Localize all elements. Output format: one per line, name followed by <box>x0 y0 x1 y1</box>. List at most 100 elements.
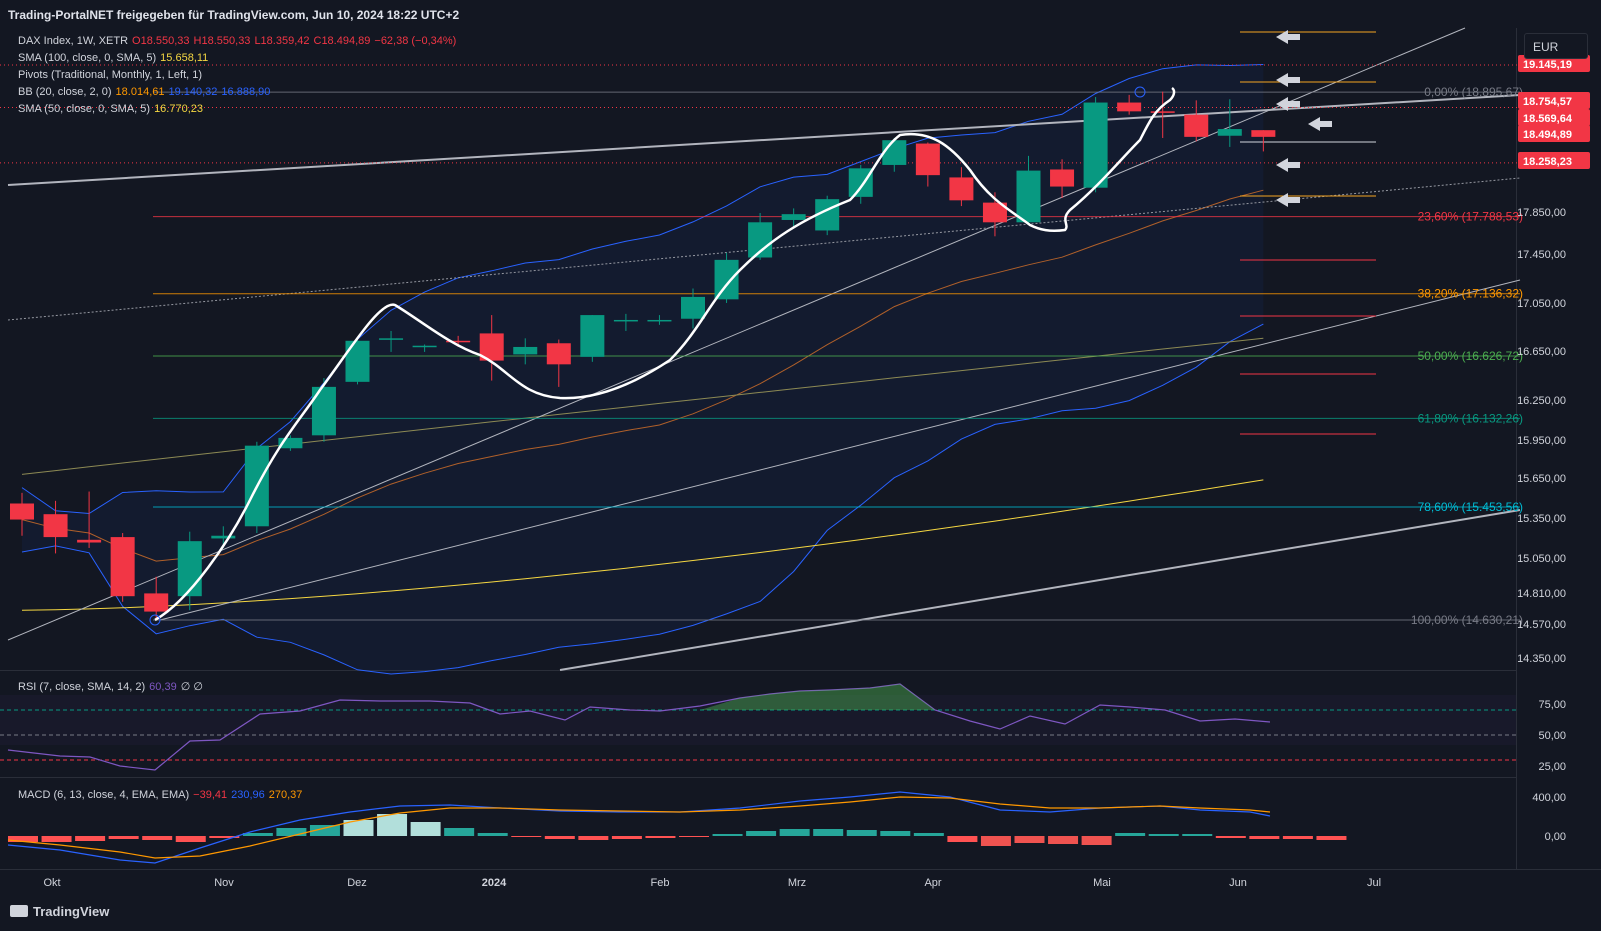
macd-histogram-bar <box>175 836 206 842</box>
candle-body <box>580 315 605 357</box>
y-tick-label: 14.350,00 <box>1517 653 1566 665</box>
candle-body <box>1251 130 1276 137</box>
legend-rsi[interactable]: RSI (7, close, SMA, 14, 2) 60,39 ∅ ∅ <box>18 680 207 693</box>
legend-low: L18.359,42 <box>254 35 310 47</box>
macd-histogram-bar <box>1148 834 1179 836</box>
marker-circle <box>1134 86 1146 98</box>
page-title: Trading-PortalNET freigegeben für Tradin… <box>8 8 460 22</box>
y-tick-label: 14.570,00 <box>1517 619 1566 631</box>
macd-histogram-bar <box>410 822 441 836</box>
price-label-text: 18.258,23 <box>1523 156 1572 168</box>
candle-body <box>10 503 34 520</box>
y-tick-label: 15.350,00 <box>1517 513 1566 525</box>
legend-sma100[interactable]: SMA (100, close, 0, SMA, 5) 15.658,11 <box>18 52 212 64</box>
candle-body <box>1117 102 1142 112</box>
candle-body <box>412 345 437 348</box>
rsi-band <box>0 695 1516 745</box>
legend-sma100-value: 15.658,11 <box>160 52 209 64</box>
candle-body <box>110 537 135 597</box>
macd-histogram-bar <box>1316 836 1347 840</box>
candle-body <box>915 143 940 176</box>
macd-histogram-bar <box>108 836 139 839</box>
currency-button[interactable]: EUR <box>1524 33 1588 59</box>
legend-sma50[interactable]: SMA (50, close, 0, SMA, 5) 16.770,23 <box>18 103 207 115</box>
macd-histogram-bar <box>209 836 240 838</box>
legend-macd-signal: 270,37 <box>268 789 303 801</box>
price-label-box <box>1518 92 1590 109</box>
legend-bb-name: BB (20, close, 2, 0) <box>18 86 112 98</box>
x-tick-label: Dez <box>347 877 367 889</box>
marker-circle <box>149 614 161 626</box>
trendline-mid <box>159 279 1521 621</box>
legend-bb-lower: 16.888,90 <box>221 86 271 98</box>
candle-body <box>681 296 705 319</box>
fib-level-label: 0,00% (18.895,67) <box>1424 85 1523 99</box>
candle-body <box>1184 114 1209 137</box>
price-label-text: 18.494,89 <box>1523 129 1572 141</box>
candle-body <box>949 177 974 201</box>
x-tick-label: Okt <box>43 877 60 889</box>
macd-histogram-bar <box>947 836 978 842</box>
candle-body <box>278 437 303 449</box>
macd-histogram-bar <box>444 828 475 836</box>
candle-body <box>1050 169 1075 187</box>
brand-name: TradingView <box>33 904 110 919</box>
rsi-tick-label: 25,00 <box>1538 761 1566 773</box>
legend-open: O18.550,33 <box>132 35 190 47</box>
trendline-dotted <box>7 177 1521 321</box>
candle-body <box>647 319 672 322</box>
candle-body <box>311 386 336 436</box>
candle-body <box>43 514 68 538</box>
candle-body <box>613 319 638 322</box>
macd-histogram-bar <box>1182 834 1213 836</box>
fib-level-label: 50,00% (16.626,72) <box>1418 349 1523 363</box>
x-tick-label: 2024 <box>482 877 507 889</box>
macd-histogram-bar <box>712 834 743 836</box>
macd-tick-label: 0,00 <box>1545 831 1566 843</box>
tradingview-logo: TradingView <box>10 904 109 919</box>
candle-body <box>1016 170 1041 223</box>
macd-histogram-bar <box>1048 836 1079 844</box>
candle-body <box>345 340 370 382</box>
tradingview-logo-icon <box>10 905 28 917</box>
macd-histogram-bar <box>1081 836 1112 845</box>
y-tick-label: 17.450,00 <box>1517 249 1566 261</box>
price-label-box <box>1518 55 1590 72</box>
y-tick-label: 15.950,00 <box>1517 435 1566 447</box>
bb-upper-line <box>21 64 1264 515</box>
macd-histogram-bar <box>1282 836 1313 839</box>
x-tick-label: Jul <box>1367 877 1381 889</box>
price-label-text: 19.145,19 <box>1523 59 1572 71</box>
macd-histogram-bar <box>309 825 340 836</box>
y-tick-label: 17.050,00 <box>1517 298 1566 310</box>
candle-body <box>546 343 571 365</box>
macd-tick-label: 400,00 <box>1532 792 1566 804</box>
legend-change: −62,38 (−0,34%) <box>374 35 457 47</box>
legend-rsi-extra: ∅ ∅ <box>180 681 203 693</box>
trendline-upper <box>7 94 1521 186</box>
y-tick-label: 16.250,00 <box>1517 395 1566 407</box>
macd-histogram-bar <box>1115 833 1146 836</box>
x-tick-label: Mrz <box>788 877 806 889</box>
macd-histogram-bar <box>980 836 1011 846</box>
candle-body <box>77 539 102 543</box>
y-tick-label: 14.810,00 <box>1517 588 1566 600</box>
macd-histogram-bar <box>1014 836 1045 843</box>
candle-body <box>144 593 169 612</box>
legend-macd[interactable]: MACD (6, 13, close, 4, EMA, EMA) −39,41 23… <box>18 789 306 801</box>
legend-bb[interactable]: BB (20, close, 2, 0) 18.014,61 19.140,32 16… <box>18 86 274 98</box>
macd-histogram-bar <box>377 814 408 836</box>
legend-bb-basis: 18.014,61 <box>115 86 165 98</box>
candle-body <box>379 338 404 340</box>
macd-histogram-bar <box>578 836 609 840</box>
header-bar: Trading-PortalNET freigegeben für Tradin… <box>0 0 1601 28</box>
legend-high: H18.550,33 <box>193 35 251 47</box>
price-label-box <box>1518 125 1590 142</box>
legend-macd-hist: −39,41 <box>193 789 228 801</box>
candle-body <box>848 168 873 197</box>
arrow-left-icon <box>1276 158 1300 172</box>
legend-sma50-value: 16.770,23 <box>154 103 203 115</box>
x-tick-label: Nov <box>214 877 234 889</box>
legend-pivots[interactable]: Pivots (Traditional, Monthly, 1, Left, 1… <box>18 69 206 81</box>
